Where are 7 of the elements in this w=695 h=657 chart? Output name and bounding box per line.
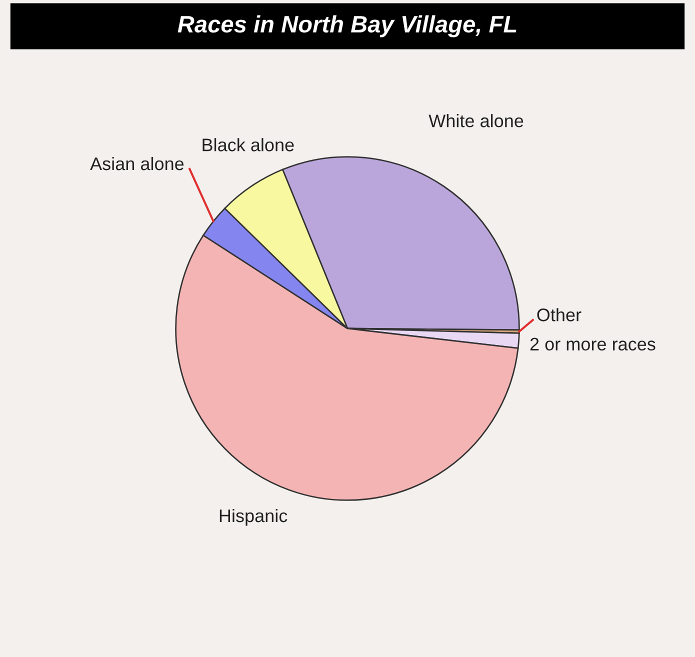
slice-label: Hispanic: [220, 508, 288, 526]
slice-label: Other: [537, 308, 582, 322]
slice-label: Asian alone: [90, 156, 184, 170]
slice-label: White alone: [428, 114, 524, 128]
slice-label: 2 or more races: [530, 338, 656, 351]
slice-label: Black alone: [202, 138, 294, 152]
chart-title: Races in North Bay Village, FL: [178, 15, 516, 38]
